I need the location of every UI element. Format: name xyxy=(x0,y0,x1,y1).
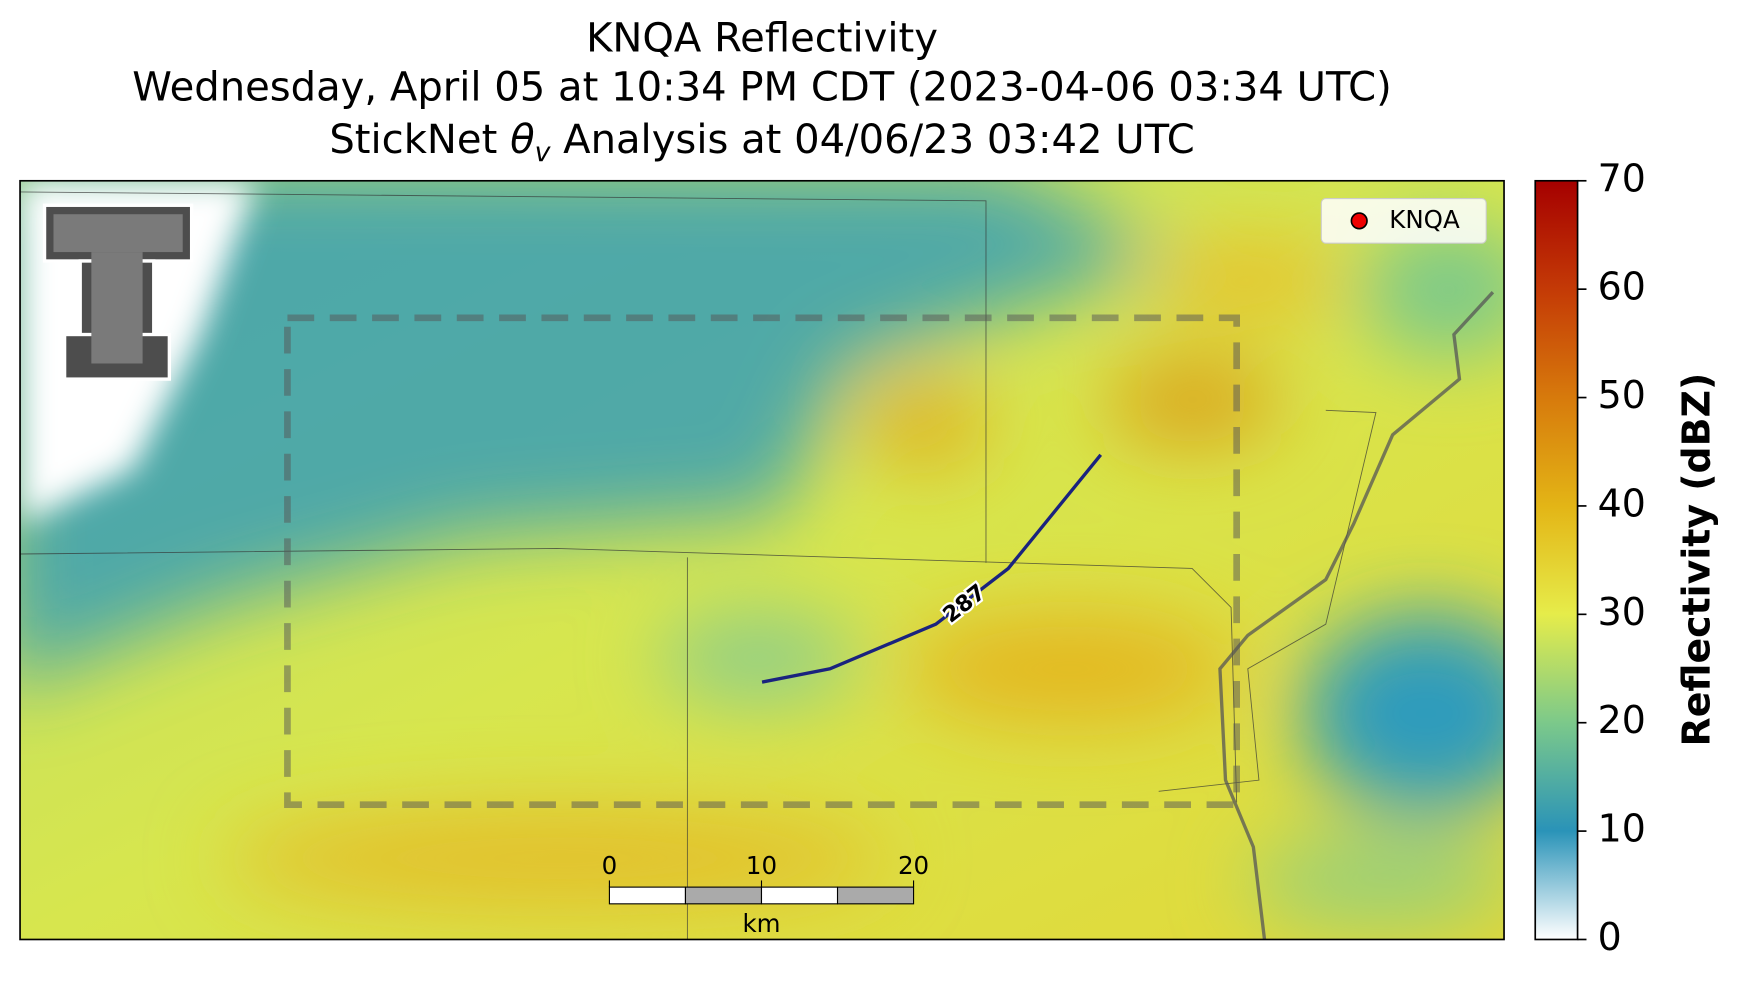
title: KNQA Reflectivity Wednesday, April 05 at… xyxy=(132,15,1392,167)
scale-segment xyxy=(608,886,687,905)
title-line: KNQA Reflectivity xyxy=(586,15,938,61)
colorbar-tick-label: 0 xyxy=(1598,915,1622,959)
scale-segment xyxy=(836,886,915,905)
title-symbol: θ xyxy=(510,117,535,163)
colorbar-tick-label: 20 xyxy=(1598,698,1646,742)
logo xyxy=(42,203,194,381)
scale-bar: 0 10 20 km xyxy=(602,851,930,938)
map-frame xyxy=(19,179,1505,941)
legend-box xyxy=(1320,198,1487,244)
contour-line xyxy=(761,453,1103,684)
legend: KNQA xyxy=(1320,198,1487,244)
analysis-domain xyxy=(284,314,1240,809)
title-subscript: v xyxy=(535,136,552,167)
county-lines xyxy=(20,191,1377,940)
scale-segment xyxy=(684,886,763,905)
colorbar-tick-label: 30 xyxy=(1598,590,1646,634)
scale-tick-label: 0 xyxy=(602,851,618,880)
scale-tick-label: 10 xyxy=(746,851,777,880)
scale-segment xyxy=(760,886,839,905)
state-border xyxy=(1218,291,1495,940)
colorbar-label: Reflectivity (dBZ) xyxy=(1675,373,1719,747)
legend-marker xyxy=(1350,212,1368,230)
colorbar-ramp xyxy=(1534,179,1579,941)
scale-tick-label: 20 xyxy=(898,851,929,880)
title-line: Wednesday, April 05 at 10:34 PM CDT (202… xyxy=(132,64,1392,110)
colorbar-tick-label: 50 xyxy=(1598,373,1646,417)
title-part: Analysis at 04/06/23 03:42 UTC xyxy=(550,117,1194,163)
scale-unit: km xyxy=(742,909,780,938)
colorbar-tick-label: 60 xyxy=(1598,265,1646,309)
colorbar-tick-label: 40 xyxy=(1598,481,1646,525)
title-line: StickNet θv Analysis at 04/06/23 03:42 U… xyxy=(329,117,1194,168)
colorbar: Reflectivity (dBZ) 0 10 20 30 40 50 60 70 xyxy=(1534,156,1719,959)
colorbar-tick-label: 70 xyxy=(1598,156,1646,200)
legend-label: KNQA xyxy=(1389,205,1460,234)
title-part: StickNet xyxy=(329,117,510,163)
colorbar-tick-label: 10 xyxy=(1598,807,1646,851)
reflectivity-field xyxy=(20,180,1505,925)
